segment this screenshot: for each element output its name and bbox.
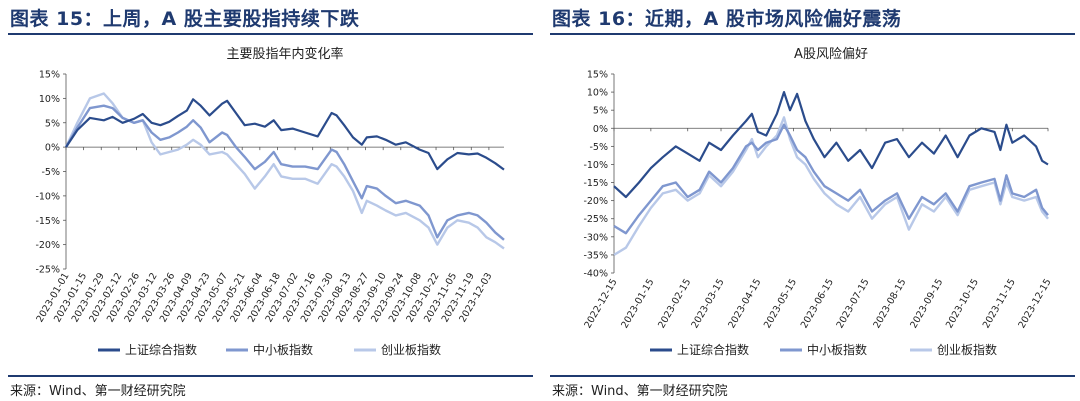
x-tick-label: 2023-03-15 <box>689 277 726 330</box>
chart-panel-left: 图表 15：上周，A 股主要股指持续下跌 主要股指年内变化率 15% 10% 5% 0%… <box>8 0 533 401</box>
series-line-2 <box>613 123 1049 235</box>
x-tick-label: 2023-07-15 <box>835 277 872 330</box>
y-tick-label: -40% <box>583 269 608 280</box>
chart-title: 主要股指年内变化率 <box>226 46 343 62</box>
x-tick-label: 2022-12-15 <box>582 277 619 330</box>
x-tick-label: 2023-12-15 <box>1016 277 1053 330</box>
panel-header: 图表 16：近期，A 股市场风险偏好震荡 <box>550 0 1075 32</box>
header-divider <box>550 33 1075 35</box>
y-tick-label: -35% <box>583 250 608 261</box>
line-chart-index-change: 主要股指年内变化率15%10%5%0%-5%-10%-15%-20%-25%20… <box>34 46 505 357</box>
y-tick-label: 5% <box>45 118 60 129</box>
panel-title: 图表 16：近期，A 股市场风险偏好震荡 <box>552 8 902 30</box>
series-line-1 <box>613 91 1049 199</box>
y-tick-label: 15% <box>587 70 608 81</box>
footer-divider <box>550 375 1075 377</box>
legend-label: 中小板指数 <box>807 342 867 357</box>
x-tick-label: 2023-05-15 <box>762 277 799 330</box>
x-tick-label: 2023-11-15 <box>981 277 1018 330</box>
x-tick-label: 2023-09-15 <box>908 277 945 330</box>
y-tick-label: 10% <box>39 94 60 105</box>
y-tick-label: 0% <box>45 143 60 154</box>
x-tick-label: 2023-06-15 <box>799 277 836 330</box>
y-tick-label: -15% <box>583 178 608 189</box>
x-tick-label: 2023-10-15 <box>944 277 981 330</box>
header-divider <box>8 33 533 35</box>
y-tick-label: 15% <box>39 70 60 81</box>
y-tick-label: -20% <box>583 196 608 207</box>
legend-label: 中小板指数 <box>253 342 313 357</box>
source-note: 来源：Wind、第一财经研究院 <box>10 384 186 399</box>
x-tick-label: 2023-01-15 <box>619 277 656 330</box>
legend-label: 上证综合指数 <box>125 342 197 357</box>
y-tick-label: -25% <box>35 265 60 276</box>
y-tick-label: 0% <box>593 124 608 135</box>
x-tick-label: 2023-02-15 <box>656 277 693 330</box>
y-tick-label: 10% <box>587 88 608 99</box>
panel-header: 图表 15：上周，A 股主要股指持续下跌 <box>8 0 533 32</box>
series-line-2 <box>64 104 505 241</box>
footer-divider <box>8 375 533 377</box>
line-chart-risk-appetite: A股风险偏好 15% 10% 5% 0% -5% -10% -15% -20% -25% -30% -… <box>582 47 1053 357</box>
y-tick-label: -30% <box>583 232 608 243</box>
y-tick-label: -10% <box>583 160 608 171</box>
y-tick-label: 5% <box>593 106 608 117</box>
y-tick-label: -25% <box>583 214 608 225</box>
panel-title: 图表 15：上周，A 股主要股指持续下跌 <box>10 8 360 30</box>
chart-title: A股风险偏好 <box>794 47 868 62</box>
x-tick-label: 2023-08-15 <box>871 277 908 330</box>
y-tick-label: -5% <box>42 167 61 178</box>
legend-label: 创业板指数 <box>381 342 441 357</box>
source-note: 来源：Wind、第一财经研究院 <box>552 384 728 399</box>
chart-panel-right: 图表 16：近期，A 股市场风险偏好震荡 A股风险偏好 15% 10% 5% 0% -5%… <box>550 0 1075 401</box>
y-tick-label: -20% <box>35 240 60 251</box>
y-tick-label: -5% <box>590 142 609 153</box>
legend-label: 上证综合指数 <box>677 342 749 357</box>
x-tick-label: 2023-04-15 <box>726 277 763 330</box>
legend-label: 创业板指数 <box>937 342 997 357</box>
series-line-1 <box>65 98 505 171</box>
y-tick-label: -15% <box>35 216 60 227</box>
y-tick-label: -10% <box>35 191 60 202</box>
series-line-3 <box>64 92 505 250</box>
